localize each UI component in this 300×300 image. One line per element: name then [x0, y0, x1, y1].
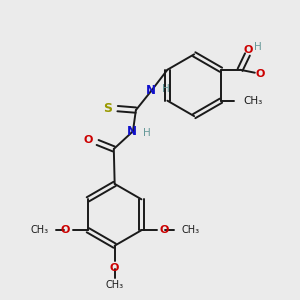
Text: CH₃: CH₃ [106, 280, 124, 290]
Text: H: H [254, 42, 262, 52]
Text: O: O [61, 225, 70, 235]
Text: H: H [161, 85, 169, 94]
Text: H: H [143, 128, 151, 138]
Text: O: O [255, 69, 265, 79]
Text: N: N [128, 125, 137, 138]
Text: N: N [146, 84, 156, 97]
Text: O: O [244, 45, 253, 55]
Text: O: O [110, 263, 119, 273]
Text: S: S [103, 102, 112, 115]
Text: CH₃: CH₃ [181, 225, 199, 235]
Text: CH₃: CH₃ [30, 225, 48, 235]
Text: CH₃: CH₃ [243, 96, 262, 106]
Text: O: O [159, 225, 169, 235]
Text: O: O [83, 135, 93, 145]
